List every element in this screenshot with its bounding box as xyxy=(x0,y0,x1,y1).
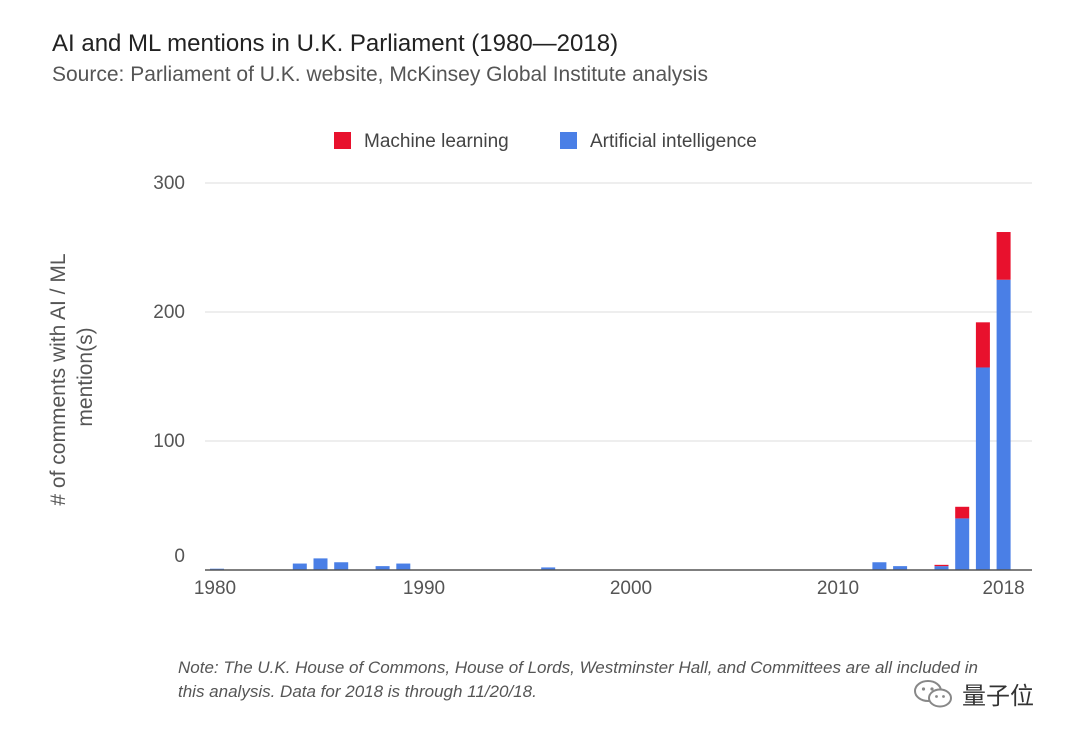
bar-artificial-intelligence xyxy=(893,566,908,570)
bar-artificial-intelligence xyxy=(955,518,970,570)
bar-artificial-intelligence xyxy=(334,562,349,570)
bar-artificial-intelligence xyxy=(934,566,949,570)
bar-artificial-intelligence xyxy=(292,563,307,570)
x-tick-label: 2018 xyxy=(982,578,1024,599)
chart-subtitle: Source: Parliament of U.K. website, McKi… xyxy=(52,63,708,86)
bar-artificial-intelligence xyxy=(375,566,390,570)
x-tick-label: 1980 xyxy=(194,578,236,599)
bar-artificial-intelligence xyxy=(996,279,1011,570)
y-axis-ticks: 0 100 200 300 xyxy=(153,173,185,567)
legend-swatch-artificial-intelligence xyxy=(560,132,577,149)
bar-artificial-intelligence xyxy=(872,562,887,570)
watermark: 量子位 xyxy=(912,676,1034,711)
legend-label-artificial-intelligence: Artificial intelligence xyxy=(590,131,757,152)
y-tick-label: 300 xyxy=(153,173,185,194)
y-tick-label: 0 xyxy=(174,546,185,567)
legend: Machine learning Artificial intelligence xyxy=(334,131,757,152)
bar-machine-learning xyxy=(975,322,990,368)
bar-machine-learning xyxy=(934,564,949,567)
y-axis-label: # of comments with AI / ML mention(s) xyxy=(47,248,97,505)
bar-artificial-intelligence xyxy=(975,367,990,570)
x-tick-label: 1990 xyxy=(403,578,445,599)
legend-label-machine-learning: Machine learning xyxy=(364,131,509,152)
x-axis-ticks: 1980 1990 2000 2010 2018 xyxy=(194,578,1025,599)
bars xyxy=(210,232,1011,570)
watermark-text: 量子位 xyxy=(962,682,1034,710)
wechat-icon xyxy=(914,679,952,707)
y-tick-label: 200 xyxy=(153,302,185,323)
bar-artificial-intelligence xyxy=(396,563,411,570)
chart-title: AI and ML mentions in U.K. Parliament (1… xyxy=(52,30,619,57)
bar-artificial-intelligence xyxy=(541,567,556,570)
legend-swatch-machine-learning xyxy=(334,132,351,149)
bar-machine-learning xyxy=(955,506,970,519)
bar-artificial-intelligence xyxy=(313,558,328,570)
y-tick-label: 100 xyxy=(153,431,185,452)
y-axis-label-line-1: # of comments with AI / ML xyxy=(47,254,70,505)
y-axis-label-line-2: mention(s) xyxy=(74,327,97,426)
x-tick-label: 2000 xyxy=(610,578,652,599)
bar-chart: Machine learning Artificial intelligence… xyxy=(47,131,1032,599)
bar-machine-learning xyxy=(996,232,1011,280)
chart-note: Note: The U.K. House of Commons, House o… xyxy=(178,658,978,701)
x-tick-label: 2010 xyxy=(817,578,859,599)
gridlines xyxy=(205,182,1032,442)
